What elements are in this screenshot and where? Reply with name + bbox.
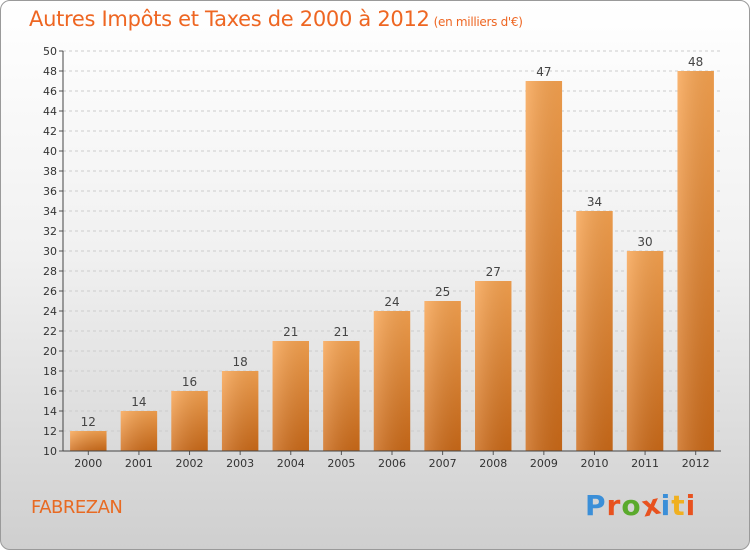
x-tick-label: 2005	[327, 457, 355, 470]
bar-shade	[120, 411, 158, 451]
x-tick-label: 2004	[277, 457, 305, 470]
bar-value-label: 27	[486, 265, 501, 279]
bar-value-label: 21	[283, 325, 298, 339]
y-tick-label: 12	[43, 425, 57, 438]
y-tick-label: 32	[43, 225, 57, 238]
y-tick-label: 38	[43, 165, 57, 178]
y-tick-label: 46	[43, 85, 57, 98]
x-tick-label: 2008	[479, 457, 507, 470]
y-tick-label: 24	[43, 305, 57, 318]
bar-shade	[373, 311, 411, 451]
x-tick-label: 2002	[176, 457, 204, 470]
logo-letter: P	[585, 489, 607, 522]
y-tick-label: 18	[43, 365, 57, 378]
bar-value-label: 24	[384, 295, 399, 309]
bar-value-label: 25	[435, 285, 450, 299]
y-tick-label: 10	[43, 445, 57, 458]
y-tick-label: 42	[43, 125, 57, 138]
y-tick-label: 40	[43, 145, 57, 158]
bar-value-label: 47	[536, 65, 551, 79]
x-axis-ticks: 2000 2001 2002 2003 2004 2005 2006 2007 2008 2009…	[74, 451, 710, 470]
chart-subtitle: (en milliers d'€)	[433, 15, 523, 29]
y-tick-label: 34	[43, 205, 57, 218]
bars: 12 14 16 18 21 21 24 25 27 47 34 30 48	[70, 55, 714, 451]
bar-value-label: 18	[233, 355, 248, 369]
bar-value-label: 34	[587, 195, 602, 209]
bar-value-label: 14	[131, 395, 146, 409]
chart-title: Autres Impôts et Taxes de 2000 à 2012 (en…	[29, 7, 523, 31]
bar-shade	[677, 71, 714, 451]
x-tick-label: 2007	[429, 457, 457, 470]
bar-value-label: 21	[334, 325, 349, 339]
logo-letter: r	[606, 489, 622, 522]
bar-value-label: 16	[182, 375, 197, 389]
chart-title-text: Autres Impôts et Taxes de 2000 à 2012	[29, 7, 430, 31]
x-tick-label: 2012	[682, 457, 710, 470]
logo-letter: i	[685, 489, 697, 522]
logo-letter: t	[671, 489, 686, 522]
x-tick-label: 2001	[125, 457, 153, 470]
bar-shade	[576, 211, 613, 451]
y-tick-label: 14	[43, 405, 57, 418]
y-tick-label: 28	[43, 265, 57, 278]
place-name: FABREZAN	[31, 497, 123, 518]
y-axis-ticks: 10 12 14 16 18 20 22 24 26 28 30 32 34 36 38 40 42 44 46 48…	[43, 45, 63, 458]
y-tick-label: 22	[43, 325, 57, 338]
proxiti-logo: Proxiti	[585, 487, 697, 523]
logo-letter: o	[621, 489, 642, 522]
bar-value-label: 12	[81, 415, 96, 429]
bar-shade	[171, 391, 208, 451]
axes	[62, 51, 721, 452]
y-tick-label: 30	[43, 245, 57, 258]
logo-letter: i	[660, 489, 672, 522]
y-tick-label: 20	[43, 345, 57, 358]
x-tick-label: 2000	[74, 457, 102, 470]
x-tick-label: 2011	[631, 457, 659, 470]
y-tick-label: 26	[43, 285, 57, 298]
bar-shade	[70, 431, 107, 451]
x-tick-label: 2010	[580, 457, 608, 470]
bar-shade	[221, 371, 259, 451]
x-tick-label: 2009	[530, 457, 558, 470]
bar-shade	[272, 341, 309, 451]
x-tick-label: 2003	[226, 457, 254, 470]
y-tick-label: 36	[43, 185, 57, 198]
y-tick-label: 50	[43, 45, 57, 58]
bar-shade	[475, 281, 512, 451]
bar-shade	[323, 341, 360, 451]
bar-value-label: 48	[688, 55, 703, 69]
y-tick-label: 44	[43, 105, 57, 118]
x-tick-label: 2006	[378, 457, 406, 470]
bar-value-label: 30	[637, 235, 652, 249]
bar-shade	[424, 301, 461, 451]
y-tick-label: 48	[43, 65, 57, 78]
bar-shade	[626, 251, 664, 451]
bar-shade	[525, 81, 563, 451]
y-tick-label: 16	[43, 385, 57, 398]
